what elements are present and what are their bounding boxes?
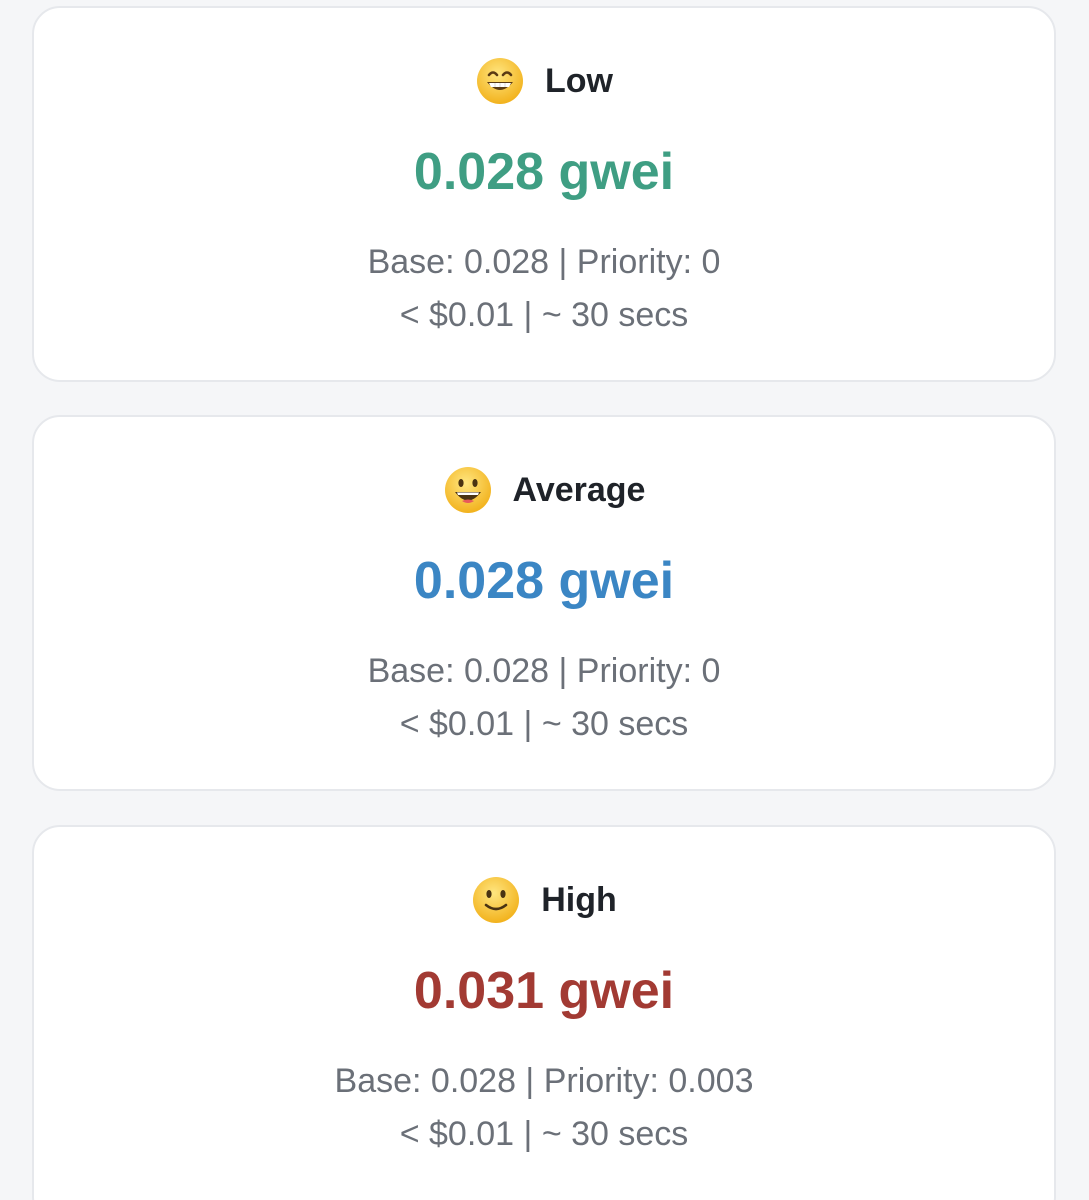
tier-label: Low — [545, 61, 613, 100]
grinning-face-with-smiling-eyes-icon — [477, 58, 523, 104]
tier-label: Average — [512, 470, 646, 509]
cost-and-time: < $0.01 | ~ 30 secs — [399, 296, 689, 334]
tier-label: High — [541, 880, 617, 919]
gas-card-header: Low — [34, 56, 1054, 106]
gas-card-high: High 0.031 gwei Base: 0.028 | Priority: … — [32, 825, 1056, 1200]
gas-price: 0.031 gwei — [413, 962, 675, 1020]
base-priority-breakdown: Base: 0.028 | Priority: 0 — [367, 243, 721, 281]
cost-and-time: < $0.01 | ~ 30 secs — [399, 705, 689, 743]
gas-card-low: Low 0.028 gwei Base: 0.028 | Priority: 0… — [32, 6, 1056, 382]
gas-card-header: High — [34, 875, 1054, 925]
cost-and-time: < $0.01 | ~ 30 secs — [399, 1115, 689, 1153]
base-priority-breakdown: Base: 0.028 | Priority: 0.003 — [334, 1062, 754, 1100]
slightly-smiling-face-icon — [473, 877, 520, 923]
gas-price: 0.028 gwei — [413, 552, 675, 610]
gas-price: 0.028 gwei — [413, 143, 675, 201]
gas-card-header: Average — [34, 465, 1054, 515]
grinning-face-with-big-eyes-icon — [444, 467, 491, 513]
gas-card-average: Average 0.028 gwei Base: 0.028 | Priorit… — [32, 415, 1056, 791]
base-priority-breakdown: Base: 0.028 | Priority: 0 — [367, 652, 721, 690]
